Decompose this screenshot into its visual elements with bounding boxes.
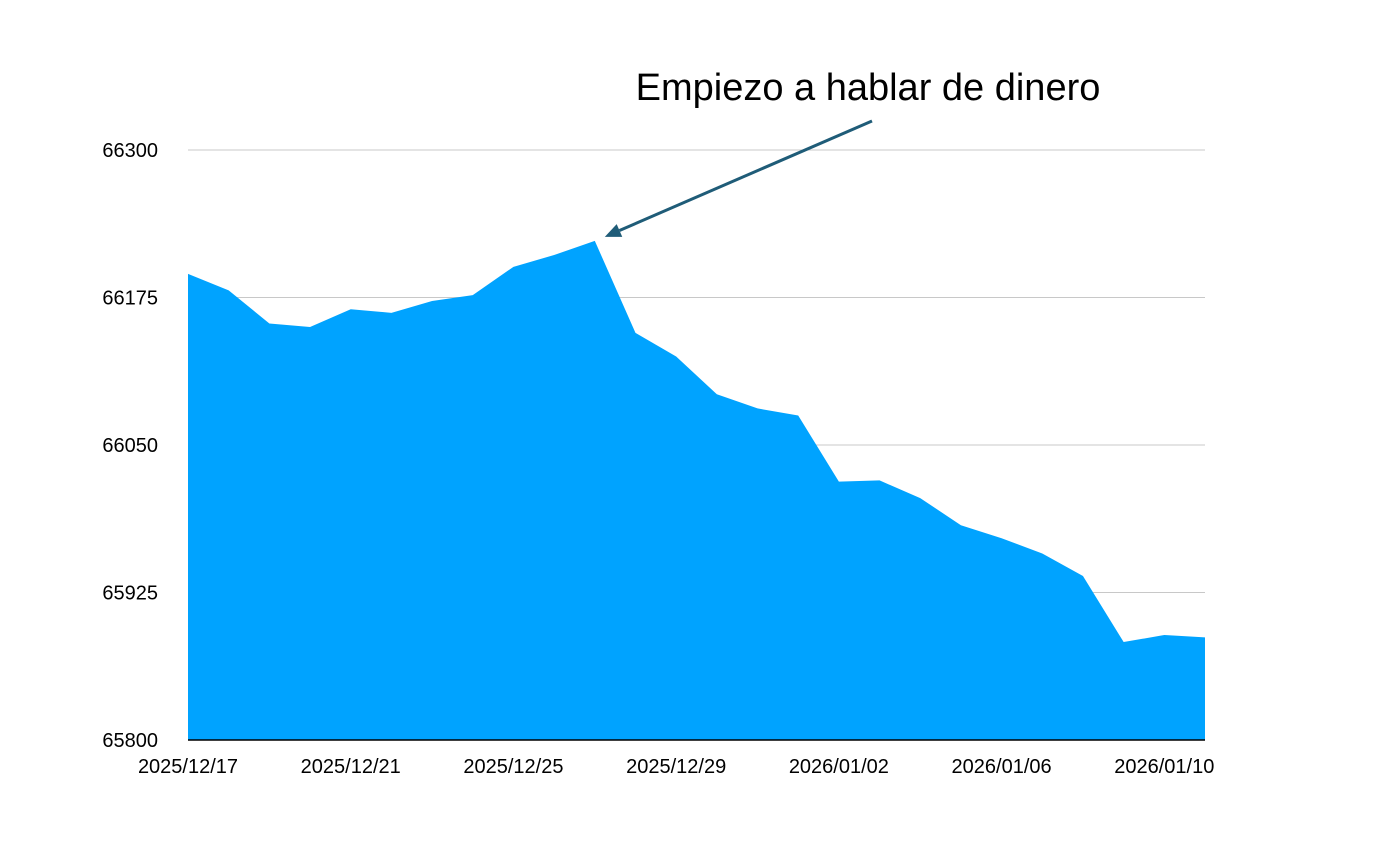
annotation-arrowhead	[604, 224, 623, 237]
x-axis-tick-labels: 2025/12/17 2025/12/21 2025/12/25 2025/12/29…	[138, 756, 1214, 778]
y-axis-tick-labels: 65800 65925 66050 66175 66300	[102, 140, 158, 752]
x-tick-label: 2025/12/21	[301, 756, 401, 778]
y-tick-label: 65925	[102, 583, 158, 605]
x-tick-label: 2026/01/10	[1114, 756, 1214, 778]
y-tick-label: 66175	[102, 288, 158, 310]
area-series	[188, 240, 1205, 741]
x-tick-label: 2026/01/06	[952, 756, 1052, 778]
y-tick-label: 65800	[102, 730, 158, 752]
x-tick-label: 2026/01/02	[789, 756, 889, 778]
annotation-arrow	[618, 119, 873, 232]
x-tick-label: 2025/12/17	[138, 756, 238, 778]
plot-area	[188, 240, 1205, 741]
annotation: Empiezo a hablar de dinero	[604, 67, 1101, 237]
annotation-label: Empiezo a hablar de dinero	[636, 67, 1101, 109]
y-tick-label: 66300	[102, 140, 158, 162]
x-tick-label: 2025/12/29	[626, 756, 726, 778]
y-tick-label: 66050	[102, 435, 158, 457]
x-tick-label: 2025/12/25	[463, 756, 563, 778]
